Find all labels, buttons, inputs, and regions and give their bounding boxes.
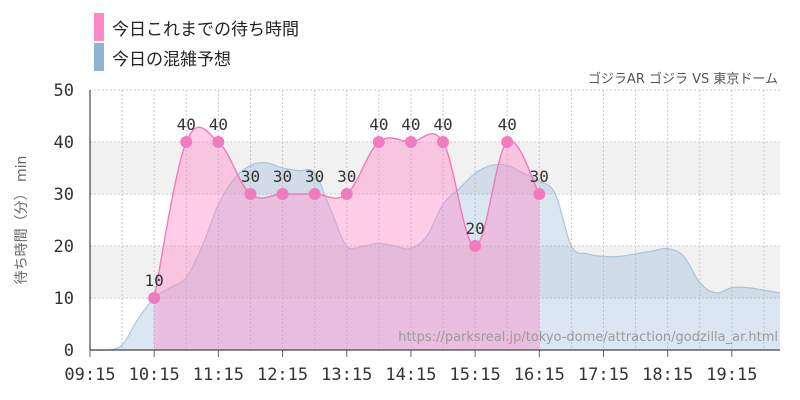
data-point [308, 188, 321, 200]
x-tick-label: 11:15 [193, 365, 244, 385]
x-tick-label: 19:15 [706, 365, 757, 385]
data-label: 30 [530, 167, 549, 186]
chart-subtitle: ゴジラAR ゴジラ VS 東京ドーム [587, 72, 778, 87]
data-label: 30 [337, 167, 356, 186]
data-point [404, 136, 417, 148]
x-tick-label: 13:15 [321, 365, 372, 385]
y-tick-label: 10 [54, 289, 74, 309]
grid-band [90, 246, 780, 298]
data-points [148, 136, 546, 304]
data-point [501, 136, 514, 148]
data-label: 30 [241, 167, 260, 186]
data-point [533, 188, 546, 200]
data-label: 40 [209, 115, 228, 134]
data-point [276, 188, 289, 200]
y-tick-label: 20 [54, 237, 74, 257]
data-point [437, 136, 450, 148]
x-tick-label: 10:15 [129, 365, 180, 385]
y-tick-label: 40 [54, 133, 74, 153]
legend-label-forecast: 今日の混雑予想 [112, 49, 231, 70]
series-areas [89, 126, 781, 352]
data-label: 20 [465, 219, 484, 238]
grid-band [90, 142, 780, 194]
legend: 今日これまでの待ち時間 今日の混雑予想 [94, 12, 299, 72]
legend-item-forecast[interactable]: 今日の混雑予想 [94, 42, 299, 72]
axes [89, 90, 780, 357]
tick-labels: 0 10 20 30 40 50 09:15 10:15 11:15 12:15 13:15 14:1… [54, 81, 758, 385]
legend-item-today[interactable]: 今日これまでの待ち時間 [94, 12, 299, 42]
data-point [244, 188, 257, 200]
data-label: 40 [369, 115, 388, 134]
data-label: 40 [498, 115, 517, 134]
data-point [340, 188, 353, 200]
forecast-area [90, 162, 780, 351]
grid-bands [90, 142, 780, 298]
data-point [180, 136, 193, 148]
y-tick-label: 50 [54, 81, 74, 101]
data-label: 40 [177, 115, 196, 134]
x-tick-label: 18:15 [642, 365, 693, 385]
forecast-line [89, 162, 781, 352]
legend-swatch-forecast [94, 43, 104, 71]
y-tick-label: 30 [54, 185, 74, 205]
data-point [372, 136, 385, 148]
y-axis-label: 待ち時間（分） min [14, 156, 30, 285]
x-tick-label: 16:15 [514, 365, 565, 385]
data-point [469, 240, 482, 252]
x-tick-label: 17:15 [578, 365, 629, 385]
legend-label-today: 今日これまでの待ち時間 [112, 19, 299, 40]
x-tick-label: 09:15 [64, 365, 115, 385]
x-tick-label: 15:15 [450, 365, 501, 385]
data-labels: 10 40 40 30 30 30 30 40 40 40 20 40 30 [145, 115, 549, 290]
x-tick-label: 12:15 [257, 365, 308, 385]
data-label: 40 [433, 115, 452, 134]
x-tick-label: 14:15 [385, 365, 436, 385]
data-label: 30 [305, 167, 324, 186]
source-url: https://parksreal.jp/tokyo-dome/attracti… [398, 330, 778, 345]
y-tick-label: 0 [64, 341, 74, 361]
data-label: 40 [401, 115, 420, 134]
data-point [212, 136, 225, 148]
today-area [154, 127, 540, 350]
legend-swatch-today [94, 13, 104, 41]
data-label: 10 [145, 271, 164, 290]
data-point [148, 292, 161, 304]
data-label: 30 [273, 167, 292, 186]
